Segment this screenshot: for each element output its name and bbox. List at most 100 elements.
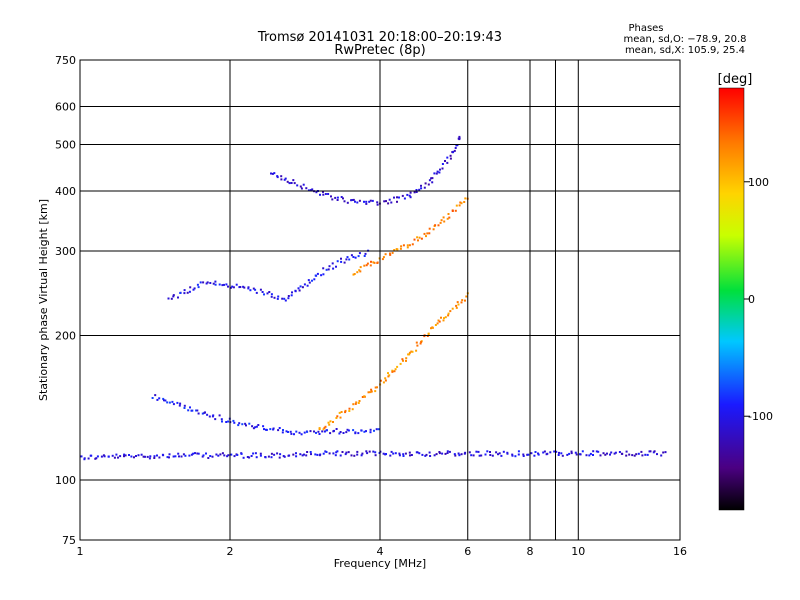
echo-point — [311, 279, 313, 282]
echo-point — [394, 368, 397, 371]
echo-point — [353, 273, 356, 275]
echo-point — [458, 137, 461, 140]
grid-layer — [80, 60, 680, 540]
echo-point — [500, 454, 503, 457]
echo-point — [281, 297, 284, 300]
echo-point — [107, 455, 110, 458]
echo-point — [172, 295, 175, 298]
echo-point — [475, 450, 478, 453]
echo-point — [442, 319, 445, 322]
echo-point — [606, 452, 608, 455]
x-tick-label: 10 — [571, 545, 585, 558]
echo-point — [417, 239, 419, 242]
echo-point — [574, 451, 577, 454]
echo-point — [332, 267, 335, 270]
echo-point — [413, 191, 416, 194]
echo-point — [495, 451, 498, 454]
echo-point — [183, 289, 186, 292]
echo-point — [356, 453, 359, 456]
echo-point — [409, 454, 411, 457]
echo-point — [408, 194, 411, 197]
x-tick-label: 2 — [227, 545, 234, 558]
echo-point — [604, 453, 607, 456]
echo-point — [270, 295, 273, 298]
echo-point — [441, 163, 444, 165]
echo-point — [335, 265, 337, 268]
echo-point — [240, 452, 243, 455]
echo-point — [406, 244, 409, 247]
echo-point — [459, 201, 462, 204]
echo-point — [348, 407, 351, 410]
echo-point — [376, 201, 379, 204]
echo-point — [331, 262, 334, 265]
echo-point — [206, 281, 209, 284]
echo-point — [376, 203, 379, 206]
echo-point — [338, 411, 341, 414]
echo-point — [282, 429, 284, 431]
echo-point — [148, 457, 151, 460]
echo-point — [592, 450, 595, 453]
echo-point — [209, 455, 212, 457]
echo-point — [273, 453, 276, 456]
echo-point — [287, 431, 289, 433]
echo-point — [428, 232, 431, 235]
echo-point — [391, 369, 394, 372]
echo-point — [245, 424, 247, 427]
echo-point — [371, 199, 374, 202]
echo-point — [363, 395, 366, 398]
echo-point — [425, 453, 428, 456]
echo-point — [343, 261, 346, 264]
echo-point — [366, 262, 369, 265]
echo-point — [385, 200, 387, 203]
echo-point — [449, 154, 452, 157]
echo-point — [271, 172, 274, 175]
echo-point — [178, 455, 180, 458]
echo-point — [290, 432, 293, 435]
echo-point — [313, 430, 315, 433]
echo-point — [424, 182, 427, 185]
echo-point — [454, 147, 457, 149]
echo-point — [433, 172, 436, 175]
echo-point — [418, 236, 421, 239]
echo-point — [546, 452, 549, 455]
echo-point — [384, 253, 387, 256]
echo-point — [324, 193, 327, 195]
echo-point — [170, 297, 173, 300]
tick-layer: 1 2 4 6 8 10 16 75 100 200 300 400 500 600 750 — [55, 54, 687, 558]
echo-point — [336, 415, 339, 418]
stats-line-o: mean, sd,O: −78.9, 20.8 — [624, 34, 747, 45]
echo-point — [374, 454, 377, 457]
echo-point — [442, 216, 445, 219]
echo-point — [303, 453, 305, 456]
echo-point — [244, 422, 247, 425]
echo-point — [201, 412, 204, 415]
echo-point — [662, 451, 665, 454]
echo-point — [322, 428, 325, 431]
echo-point — [441, 167, 444, 170]
echo-point — [357, 255, 360, 258]
echo-point — [411, 350, 414, 353]
echo-point — [273, 296, 276, 299]
echo-point — [398, 196, 400, 199]
echo-point — [478, 454, 481, 457]
echo-point — [340, 196, 343, 198]
echo-point — [480, 454, 483, 457]
echo-point — [369, 431, 372, 434]
colorbar-tick-label: 0 — [748, 293, 755, 306]
echo-point — [443, 317, 445, 320]
echo-point — [259, 288, 262, 291]
echo-point — [352, 256, 355, 258]
echo-point — [388, 374, 391, 377]
echo-point — [255, 291, 258, 294]
echo-point — [454, 454, 457, 457]
echo-point — [322, 190, 324, 193]
echo-point — [283, 455, 286, 458]
echo-point — [468, 451, 471, 454]
echo-point — [278, 427, 281, 429]
echo-point — [344, 409, 347, 412]
echo-point — [252, 427, 255, 430]
echo-point — [221, 420, 223, 423]
echo-point — [376, 261, 379, 264]
echo-point — [130, 455, 133, 458]
echo-point — [431, 177, 434, 180]
